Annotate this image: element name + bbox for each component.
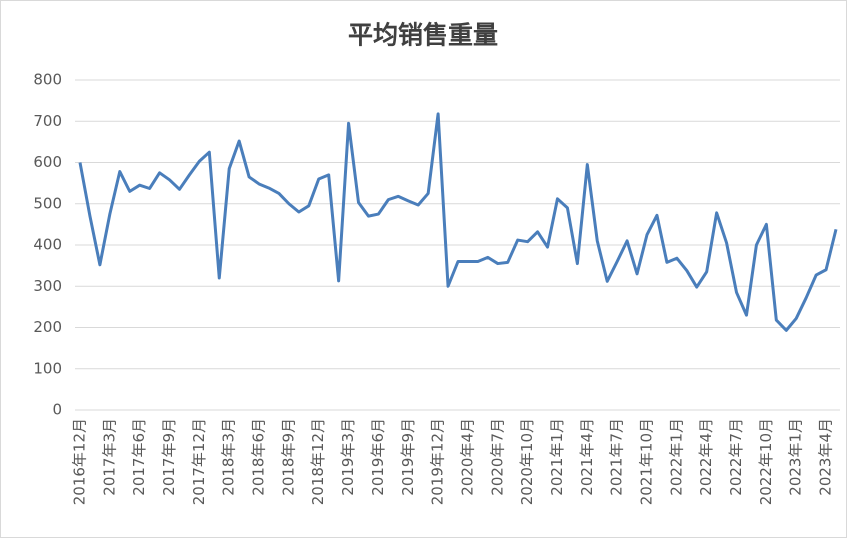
x-tick-label: 2017年6月 bbox=[130, 418, 148, 496]
x-tick-label: 2021年10月 bbox=[638, 418, 656, 505]
x-tick-label: 2019年12月 bbox=[429, 418, 447, 505]
x-tick-label: 2020年10月 bbox=[518, 418, 536, 505]
x-tick-label: 2022年7月 bbox=[727, 418, 745, 496]
y-tick-label: 500 bbox=[33, 194, 62, 212]
x-tick-label: 2022年1月 bbox=[667, 418, 685, 496]
y-tick-label: 800 bbox=[33, 71, 62, 89]
y-tick-label: 400 bbox=[33, 236, 62, 254]
x-tick-label: 2017年9月 bbox=[160, 418, 178, 496]
chart-title: 平均销售重量 bbox=[348, 21, 498, 50]
x-tick-label: 2018年12月 bbox=[309, 418, 327, 505]
y-tick-label: 700 bbox=[33, 112, 62, 130]
x-tick-label: 2019年9月 bbox=[399, 418, 417, 496]
x-tick-label: 2016年12月 bbox=[71, 418, 89, 505]
x-tick-label: 2017年3月 bbox=[100, 418, 118, 496]
x-tick-label: 2023年1月 bbox=[787, 418, 805, 496]
x-tick-label: 2019年3月 bbox=[339, 418, 357, 496]
x-tick-label: 2021年4月 bbox=[578, 418, 596, 496]
x-tick-label: 2017年12月 bbox=[190, 418, 208, 505]
x-tick-label: 2022年4月 bbox=[697, 418, 715, 496]
y-tick-label: 600 bbox=[33, 153, 62, 171]
x-tick-label: 2018年6月 bbox=[250, 418, 268, 496]
x-tick-label: 2020年7月 bbox=[488, 418, 506, 496]
x-tick-label: 2021年7月 bbox=[608, 418, 626, 496]
y-tick-label: 100 bbox=[33, 359, 62, 377]
x-tick-label: 2019年6月 bbox=[369, 418, 387, 496]
line bbox=[78, 112, 838, 332]
y-tick-label: 300 bbox=[33, 277, 62, 295]
x-tick-label: 2018年3月 bbox=[220, 418, 238, 496]
x-tick-label: 2021年1月 bbox=[548, 418, 566, 496]
y-tick-label: 0 bbox=[52, 401, 62, 419]
x-tick-label: 2022年10月 bbox=[757, 418, 775, 505]
x-tick-label: 2023年4月 bbox=[817, 418, 835, 496]
y-tick-label: 200 bbox=[33, 318, 62, 336]
x-tick-label: 2018年9月 bbox=[279, 418, 297, 496]
x-tick-label: 2020年4月 bbox=[458, 418, 476, 496]
